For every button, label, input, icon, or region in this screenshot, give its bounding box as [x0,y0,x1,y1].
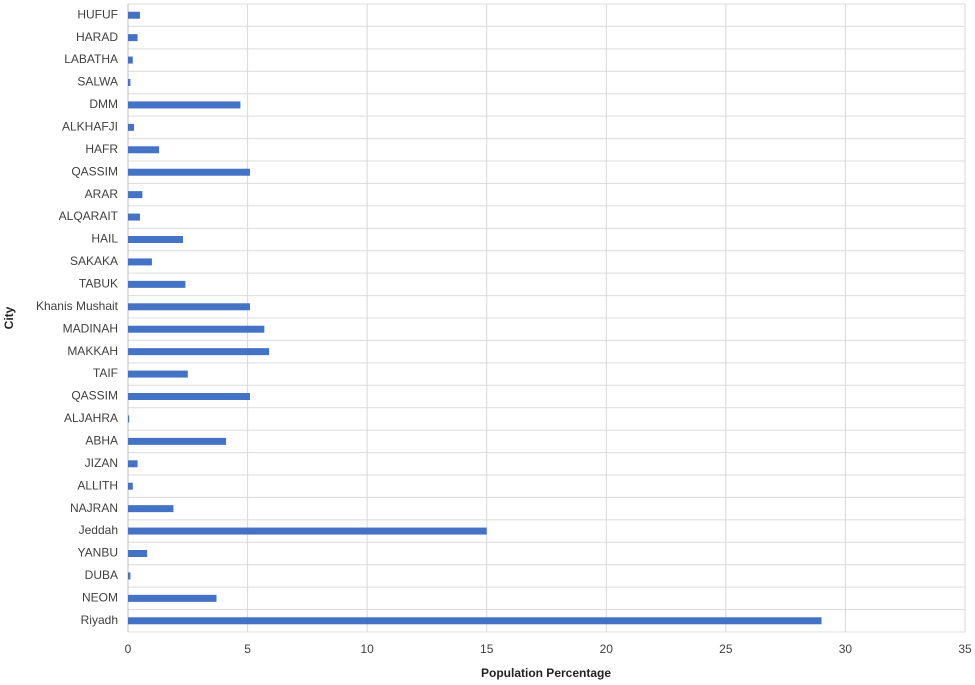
x-tick-label: 15 [480,642,494,656]
bar [128,325,265,333]
y-tick-label: Jeddah [79,523,118,537]
bar [128,56,133,64]
y-tick-label: TAIF [93,366,118,380]
bar [128,370,188,378]
bar [128,101,241,109]
y-tick-label: SAKAKA [70,254,118,268]
y-tick-label: NAJRAN [70,501,118,515]
y-tick-label: MAKKAH [67,344,118,358]
x-tick-label: 30 [839,642,853,656]
y-tick-label: LABATHA [64,52,118,66]
bar [128,437,227,445]
y-tick-label: Riyadh [81,613,118,627]
y-tick-label: ALJAHRA [64,411,118,425]
bar [128,617,822,625]
y-tick-label: ALKHAFJI [62,120,118,134]
y-tick-label: JIZAN [85,456,118,470]
y-tick-label: HARAD [76,30,118,44]
x-tick-label: 25 [719,642,733,656]
bar [128,79,131,86]
bar [128,34,138,42]
bar [128,594,217,602]
x-tick-label: 0 [125,642,132,656]
bar [128,11,140,19]
bar [128,527,487,535]
x-tick-label: 5 [244,642,251,656]
bar [128,258,152,266]
bar [128,505,174,513]
bar [128,146,160,154]
y-tick-label: TABUK [79,277,118,291]
bar [128,191,143,199]
y-tick-label: NEOM [82,591,118,605]
bar [128,348,270,356]
bar [128,482,133,490]
x-tick-label: 10 [360,642,374,656]
x-axis-title: Population Percentage [481,666,611,680]
y-tick-label: HUFUF [77,7,118,21]
y-axis-title: City [2,306,16,329]
bar [128,168,250,176]
bar [128,572,131,580]
x-tick-label: 35 [958,642,972,656]
y-tick-label: MADINAH [63,321,118,335]
bar [128,393,250,400]
y-tick-label: ABHA [85,434,118,448]
y-tick-label: Khanis Mushait [36,299,119,313]
y-tick-label: ARAR [85,187,119,201]
bar [128,213,140,221]
y-tick-label: HAFR [85,142,118,156]
bar [128,236,184,243]
y-tick-label: QASSIM [71,389,118,403]
bar [128,550,148,557]
bar [128,123,134,131]
bar [128,280,186,288]
y-tick-label: QASSIM [71,164,118,178]
y-tick-label: ALLITH [77,478,118,492]
y-tick-label: HAIL [91,232,118,246]
bar [128,415,130,423]
x-tick-label: 20 [600,642,614,656]
bar [128,460,138,468]
y-tick-label: YANBU [78,546,118,560]
y-tick-label: DMM [89,97,118,111]
bar [128,303,250,311]
y-tick-label: SALWA [77,75,118,89]
y-tick-label: DUBA [85,568,118,582]
y-tick-label: ALQARAIT [59,209,119,223]
